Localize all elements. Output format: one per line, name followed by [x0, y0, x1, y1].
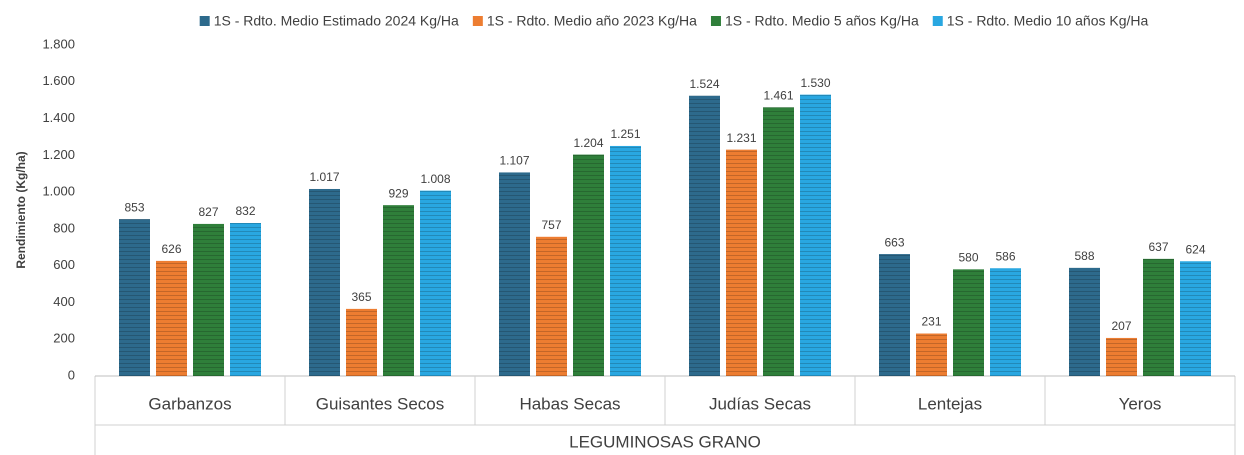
data-label: 637: [1148, 240, 1168, 254]
bar: [420, 190, 451, 376]
data-label: 853: [124, 200, 144, 214]
data-label: 586: [995, 249, 1015, 263]
data-label: 624: [1185, 242, 1205, 256]
data-label: 1.251: [610, 127, 640, 141]
bar: [1069, 267, 1100, 376]
y-tick-label: 1.600: [42, 73, 75, 88]
x-tick-label: Guisantes Secos: [316, 394, 445, 413]
bar: [1180, 261, 1211, 376]
data-label: 1.530: [800, 76, 830, 90]
data-label: 757: [541, 218, 561, 232]
y-tick-label: 600: [53, 257, 75, 272]
bar: [879, 254, 910, 376]
x-tick-label: Habas Secas: [519, 394, 620, 413]
data-label: 1.461: [763, 89, 793, 103]
bar: [763, 107, 794, 377]
x-tick-label: Lentejas: [918, 394, 982, 413]
y-tick-label: 1.800: [42, 36, 75, 51]
legend-swatch: [932, 16, 943, 26]
bar: [726, 149, 757, 376]
bar: [990, 268, 1021, 376]
y-tick-label: 1.000: [42, 184, 75, 199]
bar: [610, 145, 641, 376]
legend-swatch: [710, 16, 721, 26]
x-tick-label: Garbanzos: [148, 394, 231, 413]
data-label: 832: [235, 204, 255, 218]
data-label: 231: [921, 315, 941, 329]
y-tick-label: 1.200: [42, 147, 75, 162]
data-label: 1.524: [689, 77, 719, 91]
bar: [573, 154, 604, 376]
data-label: 588: [1074, 249, 1094, 263]
data-label: 1.008: [420, 172, 450, 186]
legend-label: 1S - Rdto. Medio Estimado 2024 Kg/Ha: [214, 13, 459, 29]
data-label: 580: [958, 251, 978, 265]
data-label: 929: [388, 186, 408, 200]
bar: [230, 223, 261, 376]
data-label: 365: [351, 290, 371, 304]
legend-label: 1S - Rdto. Medio 5 años Kg/Ha: [725, 13, 919, 29]
bar: [953, 269, 984, 376]
x-tick-label: Yeros: [1119, 394, 1162, 413]
y-tick-label: 1.400: [42, 110, 75, 125]
bar: [309, 188, 340, 376]
data-label: 1.107: [499, 154, 529, 168]
y-tick-label: 0: [68, 367, 75, 382]
bar: [916, 333, 947, 376]
x-tick-label: Judías Secas: [709, 394, 811, 413]
data-label: 827: [198, 205, 218, 219]
legend-label: 1S - Rdto. Medio 10 años Kg/Ha: [947, 13, 1149, 29]
bar: [156, 260, 187, 376]
data-label: 1.017: [309, 170, 339, 184]
bar: [800, 94, 831, 377]
data-label: 1.231: [726, 131, 756, 145]
data-label: 626: [161, 242, 181, 256]
bar: [536, 236, 567, 376]
data-label: 1.204: [573, 136, 603, 150]
y-tick-label: 800: [53, 220, 75, 235]
data-label: 663: [884, 235, 904, 249]
y-axis-label: Rendimiento (Kg/ha): [14, 151, 28, 268]
data-label: 207: [1111, 319, 1131, 333]
bar: [346, 308, 377, 376]
y-tick-label: 200: [53, 331, 75, 346]
legend-swatch: [472, 16, 483, 26]
y-tick-label: 400: [53, 294, 75, 309]
legend-swatch: [199, 16, 210, 26]
legend-label: 1S - Rdto. Medio año 2023 Kg/Ha: [487, 13, 697, 29]
bar: [1106, 337, 1137, 376]
bar: [193, 223, 224, 376]
bar: [1143, 258, 1174, 376]
bar: [499, 172, 530, 376]
group-label: LEGUMINOSAS GRANO: [569, 432, 761, 451]
bar: [119, 219, 150, 376]
bar: [689, 95, 720, 377]
bar: [383, 205, 414, 376]
